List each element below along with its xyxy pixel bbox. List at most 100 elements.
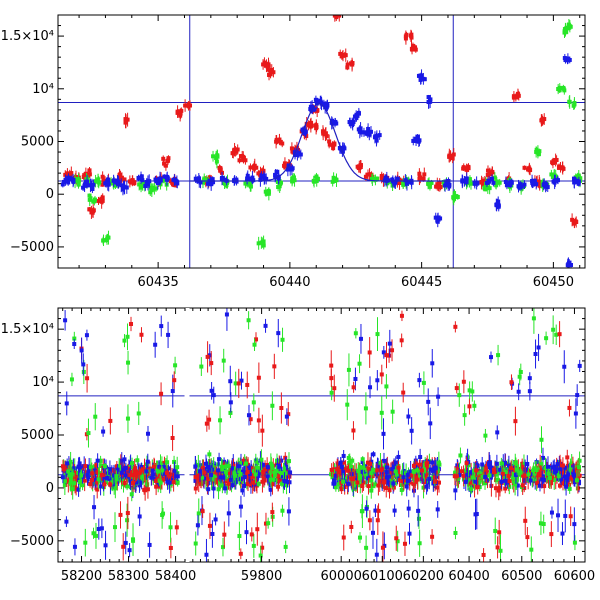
data-point	[83, 464, 88, 469]
data-point	[474, 512, 479, 517]
data-point	[353, 331, 358, 336]
data-point	[155, 469, 160, 474]
data-point	[223, 486, 228, 491]
data-point	[224, 312, 229, 317]
data-point	[403, 36, 408, 41]
data-point	[401, 475, 406, 480]
data-point	[572, 102, 577, 107]
data-point	[477, 476, 482, 481]
data-point	[102, 464, 107, 469]
data-point	[453, 194, 458, 199]
data-point	[165, 470, 170, 475]
data-point	[68, 176, 73, 181]
data-point	[568, 514, 573, 519]
data-point	[122, 177, 127, 182]
data-point	[85, 376, 90, 381]
data-point	[390, 474, 395, 479]
data-point	[261, 476, 266, 481]
data-point	[275, 170, 280, 175]
data-point	[105, 475, 110, 480]
data-point	[396, 465, 401, 470]
data-point	[358, 465, 363, 470]
data-point	[121, 184, 126, 189]
data-point	[542, 181, 547, 186]
data-point	[267, 68, 272, 73]
data-point	[428, 421, 433, 426]
data-point	[151, 464, 156, 469]
data-point	[202, 178, 207, 183]
data-point	[359, 509, 364, 514]
data-point	[260, 428, 265, 433]
data-point	[230, 483, 235, 488]
data-point	[477, 480, 482, 485]
data-point	[357, 472, 362, 477]
data-point	[481, 552, 486, 557]
data-point	[183, 103, 188, 108]
data-point	[218, 418, 223, 423]
data-point	[534, 478, 539, 483]
data-point	[60, 182, 65, 187]
data-point	[410, 47, 415, 52]
data-point	[207, 523, 212, 528]
data-point	[159, 463, 164, 468]
data-point	[147, 542, 152, 547]
data-point	[149, 188, 154, 193]
data-point	[63, 318, 68, 323]
data-point	[392, 464, 397, 469]
data-point	[90, 210, 95, 215]
data-point	[477, 485, 482, 490]
data-point	[61, 179, 66, 184]
data-point	[232, 147, 237, 152]
data-point	[256, 171, 261, 176]
data-point	[175, 479, 180, 484]
data-point	[255, 527, 260, 532]
data-point	[532, 471, 537, 476]
data-point	[467, 181, 472, 186]
data-point	[89, 477, 94, 482]
data-point	[231, 151, 236, 156]
data-point	[392, 181, 397, 186]
data-point	[220, 176, 225, 181]
data-point	[285, 479, 290, 484]
data-point	[364, 472, 369, 477]
data-point	[194, 475, 199, 480]
data-point	[72, 470, 77, 475]
data-point	[346, 468, 351, 473]
data-point	[72, 544, 77, 549]
data-point	[513, 95, 518, 100]
data-point	[562, 364, 567, 369]
data-point	[263, 467, 268, 472]
data-point	[521, 462, 526, 467]
data-point	[252, 166, 257, 171]
data-point	[560, 531, 565, 536]
data-point	[384, 486, 389, 491]
data-point	[66, 469, 71, 474]
data-point	[259, 457, 264, 462]
data-point	[341, 145, 346, 150]
data-point	[188, 103, 193, 108]
x-tick-label: 60450	[533, 275, 574, 290]
data-point	[166, 332, 171, 337]
data-point	[261, 173, 266, 178]
data-point	[249, 474, 254, 479]
data-point	[137, 182, 142, 187]
data-point	[430, 361, 435, 366]
data-point	[145, 487, 150, 492]
data-point	[169, 478, 174, 483]
data-point	[472, 403, 477, 408]
data-point	[197, 469, 202, 474]
data-point	[193, 464, 198, 469]
data-point	[427, 182, 432, 187]
data-point	[282, 479, 287, 484]
data-point	[216, 487, 221, 492]
data-point	[284, 414, 289, 419]
data-point	[537, 179, 542, 184]
data-point	[500, 465, 505, 470]
data-point	[159, 391, 164, 396]
data-point	[114, 464, 119, 469]
data-point	[495, 201, 500, 206]
data-point	[557, 164, 562, 169]
data-point	[193, 486, 198, 491]
data-point	[255, 465, 260, 470]
data-point	[421, 467, 426, 472]
